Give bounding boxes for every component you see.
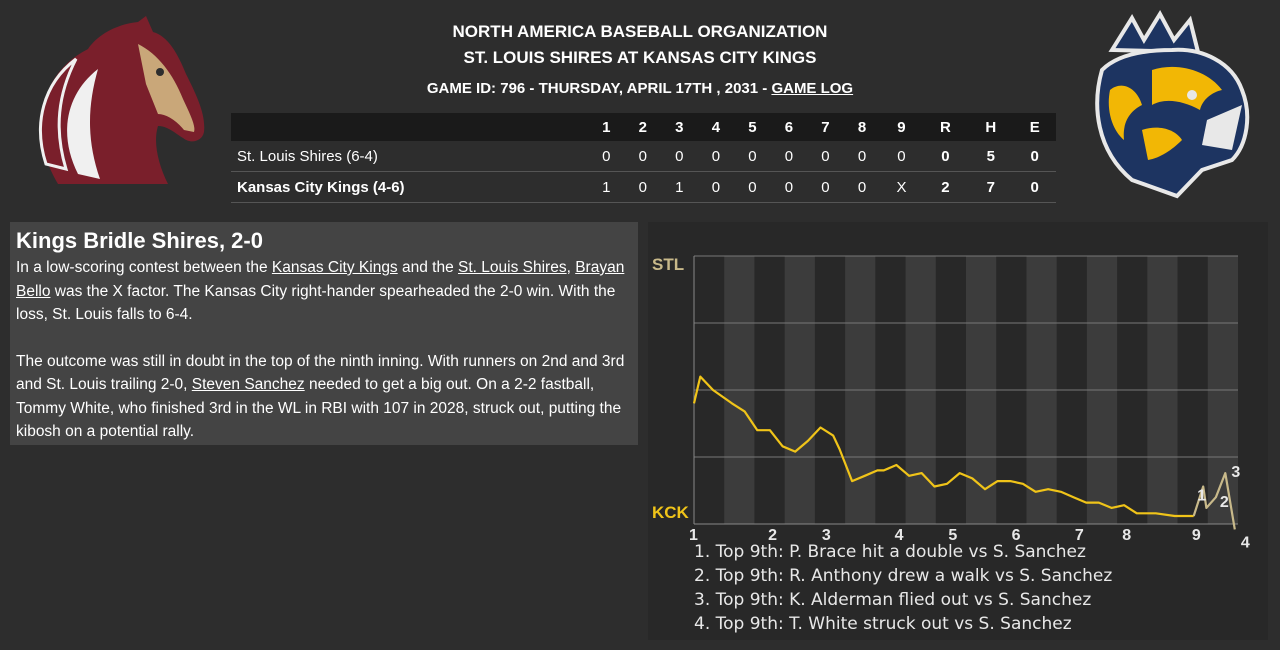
- home-errors: 0: [1013, 171, 1056, 203]
- errors-header: E: [1029, 118, 1040, 136]
- inning-tick-label: 2: [768, 527, 777, 544]
- story-text: The outcome was still in doubt in the to…: [16, 352, 625, 394]
- st-louis-shires-link[interactable]: St. Louis Shires: [458, 259, 567, 276]
- kansas-city-kings-link[interactable]: Kansas City Kings: [271, 259, 398, 276]
- inning-header: 9: [897, 118, 906, 136]
- story-headline: Kings Bridle Shires, 2-0: [16, 228, 263, 253]
- inning-tick-label: 5: [948, 527, 957, 544]
- hits-header: H: [985, 118, 997, 136]
- game-story: Kings Bridle Shires, 2-0 In a low-scorin…: [10, 222, 638, 445]
- home-team-name: Kansas City Kings (4-6): [231, 171, 588, 203]
- annotation-item: 3. Top 9th: K. Alderman flied out vs S. …: [694, 590, 1092, 610]
- away-runs: 0: [922, 141, 969, 172]
- inning-header: 4: [711, 118, 721, 136]
- inning-header: 8: [857, 118, 867, 136]
- inning-score: 0: [588, 141, 625, 172]
- story-paragraph-1: In a low-scoring contest between the Kan…: [16, 256, 632, 327]
- story-text: ,: [566, 259, 576, 276]
- inning-header: 6: [784, 118, 794, 136]
- win-probability-line: [1192, 472, 1236, 530]
- event-marker: 4: [1241, 534, 1250, 551]
- game-info-text: GAME ID: 796 - THURSDAY, APRIL 17TH , 20…: [426, 80, 772, 97]
- story-paragraph-2: The outcome was still in doubt in the to…: [16, 350, 632, 444]
- inning-tick-label: 6: [1012, 527, 1021, 544]
- inning-score: 0: [624, 141, 662, 172]
- stl-axis-label: STL: [652, 255, 684, 274]
- inning-score: 1: [661, 171, 698, 203]
- inning-score: 0: [770, 141, 808, 172]
- story-text: was the X factor. The Kansas City right-…: [16, 282, 616, 324]
- inning-header: 2: [638, 118, 647, 136]
- inning-score: 0: [734, 141, 771, 172]
- home-team-row: Kansas City Kings (4-6) 1 0 1 0 0 0 0 0 …: [231, 171, 1056, 203]
- event-marker: 2: [1220, 494, 1229, 511]
- home-hits: 7: [968, 171, 1014, 203]
- linescore-header-row: 1 2 3 4 5 6 7 8 9 R H E: [231, 113, 1056, 141]
- story-text: and the: [397, 259, 459, 276]
- inning-score: 0: [807, 171, 844, 203]
- inning-score: 0: [661, 141, 698, 172]
- inning-header: 1: [602, 118, 611, 136]
- away-hits: 5: [968, 141, 1014, 172]
- annotation-item: 4. Top 9th: T. White struck out vs S. Sa…: [694, 614, 1072, 634]
- inning-tick-label: 4: [895, 527, 904, 544]
- event-marker: 3: [1231, 464, 1240, 481]
- away-team-row: St. Louis Shires (6-4) 0 0 0 0 0 0 0 0 0…: [231, 141, 1056, 172]
- inning-score: 0: [807, 141, 844, 172]
- linescore-table: 1 2 3 4 5 6 7 8 9 R H E St. Louis Shires…: [231, 113, 1056, 203]
- annotation-item: 2. Top 9th: R. Anthony drew a walk vs S.…: [694, 566, 1113, 586]
- inning-score: 0: [697, 171, 735, 203]
- inning-tick-label: 9: [1192, 527, 1201, 544]
- inning-score: X: [880, 171, 923, 203]
- win-probability-panel: STL KCK 1 2 3 4 5 6 7 8 9 1 2 3 4 1. Top 9th: P. Brace…: [648, 222, 1268, 640]
- steven-sanchez-link[interactable]: Steven Sanchez: [191, 376, 305, 393]
- inning-score: 0: [624, 171, 662, 203]
- away-errors: 0: [1013, 141, 1056, 172]
- game-log-link[interactable]: GAME LOG: [771, 80, 854, 97]
- game-info: GAME ID: 796 - THURSDAY, APRIL 17TH , 20…: [0, 80, 1280, 97]
- team-column-header: [231, 113, 588, 141]
- win-probability-line: [692, 375, 1194, 518]
- inning-tick-label: 3: [822, 527, 831, 544]
- inning-tick-label: 1: [689, 527, 698, 544]
- runs-header: R: [939, 118, 951, 136]
- event-marker: 1: [1197, 487, 1206, 504]
- inning-score: 0: [697, 141, 735, 172]
- league-title: NORTH AMERICA BASEBALL ORGANIZATION: [452, 22, 828, 41]
- horse-head-logo: [39, 16, 205, 184]
- away-team-name: St. Louis Shires (6-4): [231, 141, 588, 172]
- inning-header: 7: [821, 118, 830, 136]
- inning-score: 1: [588, 171, 625, 203]
- inning-score: 0: [734, 171, 771, 203]
- inning-score: 0: [843, 171, 881, 203]
- inning-tick-label: 8: [1122, 527, 1131, 544]
- inning-score: 0: [843, 141, 881, 172]
- inning-tick-label: 7: [1075, 527, 1084, 544]
- kck-axis-label: KCK: [652, 503, 690, 522]
- lion-crown-logo: [1095, 10, 1250, 199]
- inning-header: 5: [748, 118, 757, 136]
- story-text: needed to get a big out. On a 2-2 fastba…: [16, 376, 622, 440]
- matchup-title: ST. LOUIS SHIRES AT KANSAS CITY KINGS: [463, 48, 817, 67]
- brayan-bello-link[interactable]: Brayan Bello: [16, 259, 625, 300]
- story-text: In a low-scoring contest between the: [16, 259, 272, 276]
- annotation-item: 1. Top 9th: P. Brace hit a double vs S. …: [694, 542, 1086, 562]
- inning-score: 0: [770, 171, 808, 203]
- inning-score: 0: [880, 141, 923, 172]
- inning-header: 3: [675, 118, 684, 136]
- home-runs: 2: [922, 171, 969, 203]
